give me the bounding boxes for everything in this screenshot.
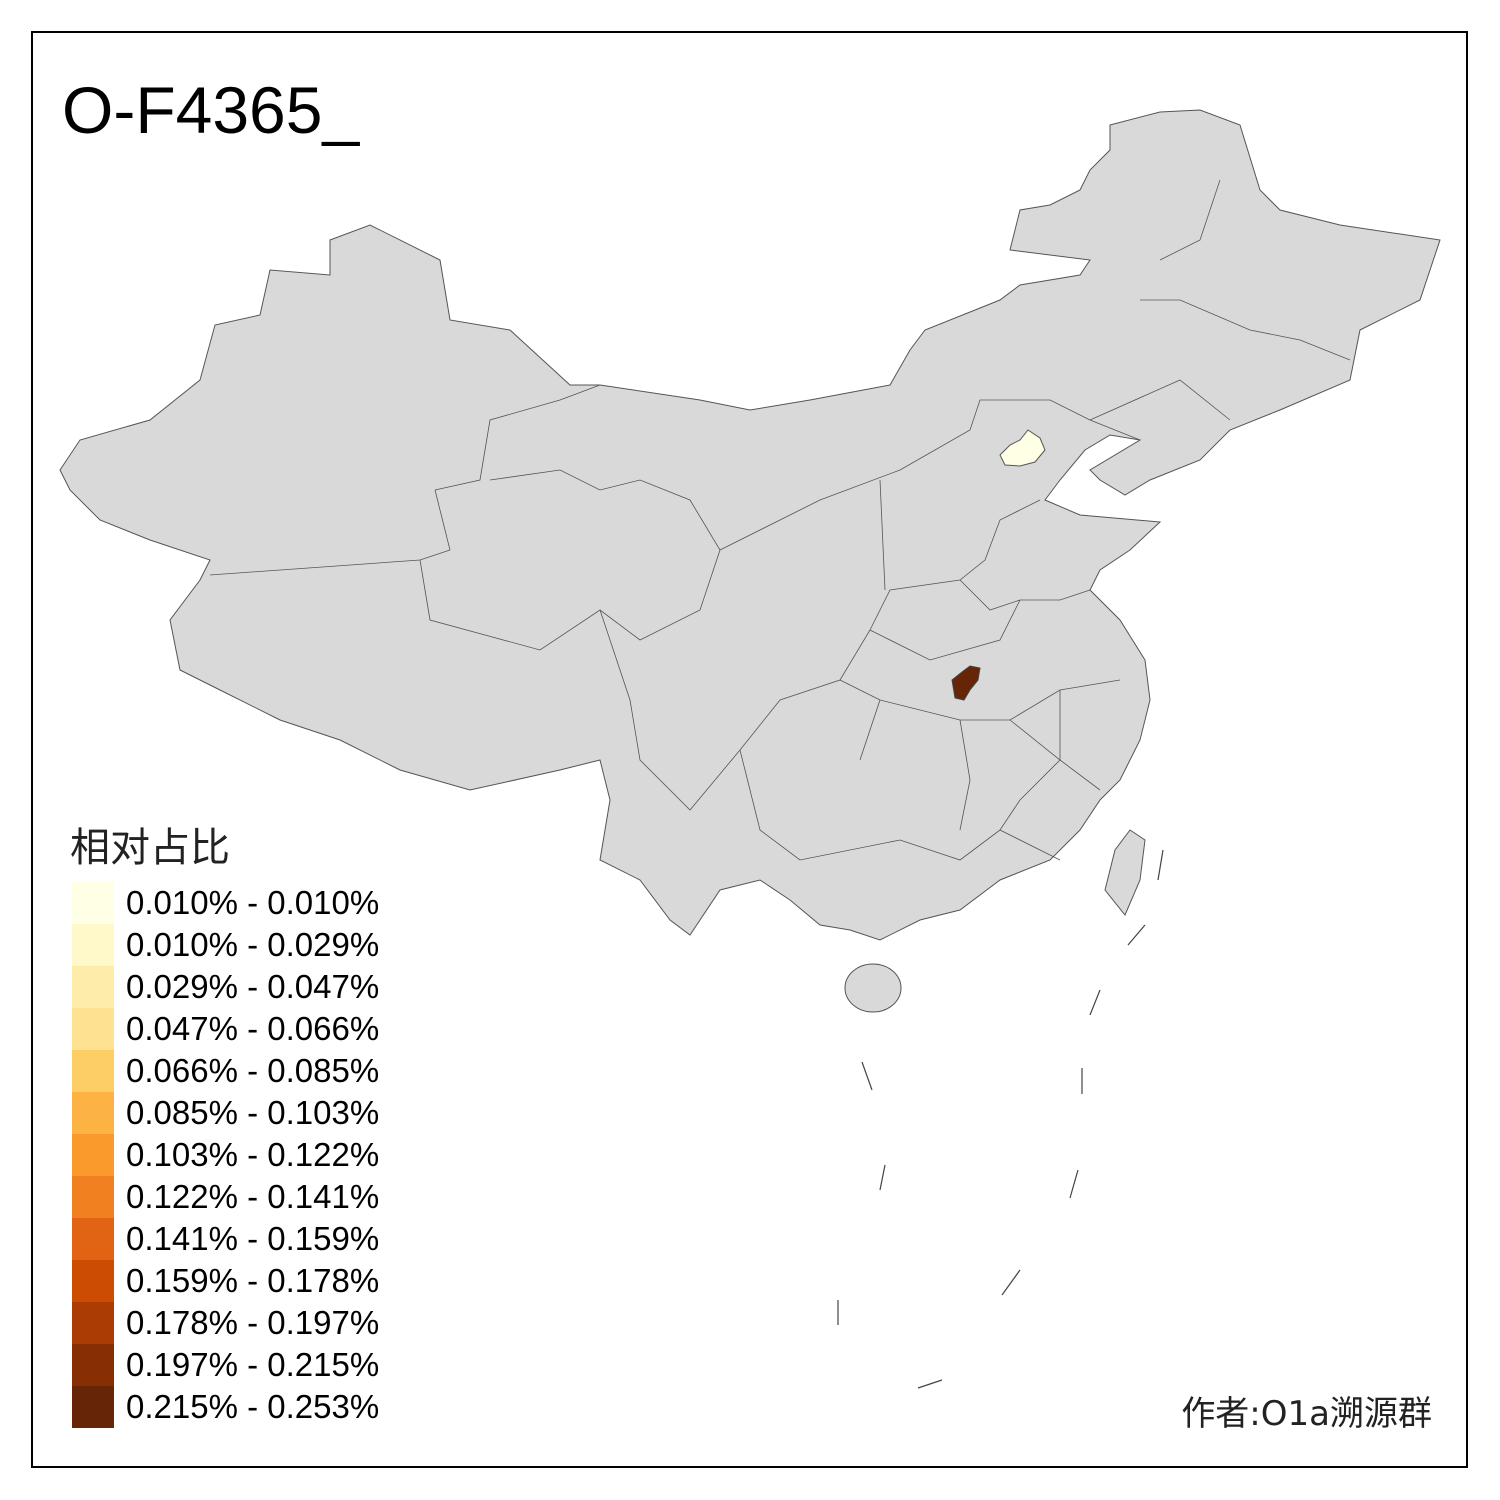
- legend-item: 0.047% - 0.066%: [72, 1008, 379, 1050]
- legend-item: 0.178% - 0.197%: [72, 1302, 379, 1344]
- legend-swatch: [72, 1218, 114, 1260]
- legend-swatch: [72, 966, 114, 1008]
- hubei-highlighted-region: [951, 665, 981, 701]
- legend-swatch: [72, 924, 114, 966]
- legend-item: 0.010% - 0.010%: [72, 882, 379, 924]
- legend-item: 0.103% - 0.122%: [72, 1134, 379, 1176]
- legend-item: 0.029% - 0.047%: [72, 966, 379, 1008]
- legend-label: 0.141% - 0.159%: [126, 1220, 380, 1257]
- legend-label: 0.010% - 0.010%: [126, 884, 380, 921]
- map-title: O-F4365_: [62, 73, 360, 147]
- legend-item: 0.159% - 0.178%: [72, 1260, 379, 1302]
- mainland-region: [59, 109, 1441, 941]
- legend-item: 0.122% - 0.141%: [72, 1176, 379, 1218]
- south-china-sea-islands: [837, 849, 1164, 1389]
- legend-label: 0.159% - 0.178%: [126, 1262, 380, 1299]
- legend-swatch: [72, 1176, 114, 1218]
- legend-label: 0.197% - 0.215%: [126, 1346, 380, 1383]
- legend-item: 0.215% - 0.253%: [72, 1386, 379, 1428]
- legend-item: 0.141% - 0.159%: [72, 1218, 379, 1260]
- taiwan-region: [1104, 829, 1146, 916]
- legend-label: 0.178% - 0.197%: [126, 1304, 380, 1341]
- legend-label: 0.122% - 0.141%: [126, 1178, 380, 1215]
- legend-swatch: [72, 1050, 114, 1092]
- province-borders: [209, 179, 1351, 861]
- legend-item: 0.197% - 0.215%: [72, 1344, 379, 1386]
- legend-item: 0.085% - 0.103%: [72, 1092, 379, 1134]
- legend: 0.010% - 0.010% 0.010% - 0.029% 0.029% - 0…: [72, 882, 379, 1428]
- author-credit: 作者:O1a溯源群: [1181, 1394, 1432, 1434]
- hainan-region: [844, 963, 902, 1013]
- legend-swatch: [72, 1260, 114, 1302]
- legend-label: 0.047% - 0.066%: [126, 1010, 380, 1047]
- legend-swatch: [72, 1386, 114, 1428]
- map-frame: [31, 31, 1468, 1468]
- legend-label: 0.066% - 0.085%: [126, 1052, 380, 1089]
- legend-label: 0.029% - 0.047%: [126, 968, 380, 1005]
- legend-swatch: [72, 1092, 114, 1134]
- legend-label: 0.085% - 0.103%: [126, 1094, 380, 1131]
- legend-swatch: [72, 1302, 114, 1344]
- legend-item: 0.066% - 0.085%: [72, 1050, 379, 1092]
- legend-swatch: [72, 1344, 114, 1386]
- legend-swatch: [72, 1008, 114, 1050]
- legend-label: 0.215% - 0.253%: [126, 1388, 380, 1425]
- legend-label: 0.010% - 0.029%: [126, 926, 380, 963]
- legend-label: 0.103% - 0.122%: [126, 1136, 380, 1173]
- legend-item: 0.010% - 0.029%: [72, 924, 379, 966]
- legend-title: 相对占比: [70, 825, 230, 871]
- legend-swatch: [72, 1134, 114, 1176]
- beijing-region: [999, 429, 1046, 467]
- legend-swatch: [72, 882, 114, 924]
